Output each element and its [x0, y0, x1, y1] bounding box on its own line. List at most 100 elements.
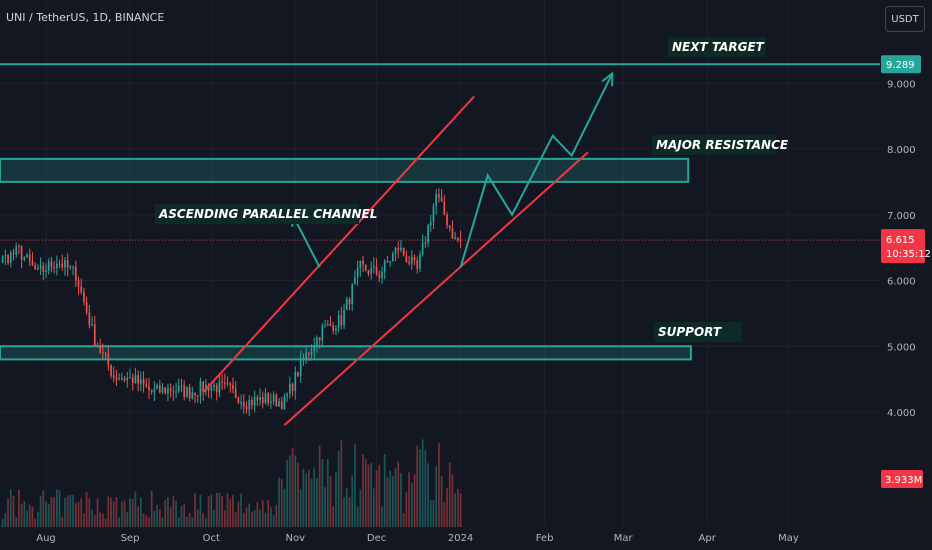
volume-bar — [389, 470, 391, 527]
candlestick — [294, 371, 297, 391]
volume-bar — [337, 450, 340, 527]
volume-badge — [881, 470, 923, 488]
volume-bar — [205, 518, 207, 527]
volume-bar — [326, 459, 329, 527]
candlestick — [245, 406, 248, 410]
volume-bar — [172, 495, 175, 527]
candlestick — [99, 346, 102, 353]
volume-bar — [191, 517, 194, 527]
candlestick — [348, 299, 351, 305]
volume-bar — [45, 501, 47, 527]
volume-bar — [383, 454, 386, 527]
volume-bar — [210, 494, 213, 527]
candlestick — [459, 239, 462, 241]
volume-bar — [240, 493, 242, 527]
next-target-label-group[interactable]: NEXT TARGET — [668, 37, 766, 57]
candlestick — [343, 309, 345, 326]
candlestick — [351, 284, 354, 305]
volume-bar — [416, 445, 419, 527]
currency-button[interactable]: USDT — [885, 6, 925, 32]
volume-bar — [378, 464, 381, 527]
volume-bar — [80, 498, 83, 527]
volume-bar — [397, 461, 400, 527]
volume-bar — [335, 472, 337, 527]
candlestick — [131, 377, 134, 383]
volume-bar — [229, 499, 232, 527]
target-price-label: 9.289 — [886, 60, 915, 71]
volume-bar — [215, 492, 218, 527]
volume-bar — [26, 510, 28, 527]
candlestick — [242, 402, 245, 407]
major-resistance-label-group[interactable]: MAJOR RESISTANCE — [652, 135, 789, 155]
candlestick — [435, 194, 438, 206]
volume-bar — [202, 512, 205, 527]
volume-bar — [115, 496, 118, 527]
volume-bar — [118, 517, 121, 527]
volume-bar — [364, 459, 367, 527]
candlestick — [74, 266, 77, 281]
candlestick — [37, 267, 39, 270]
volume-bar — [448, 462, 451, 527]
time-axis-background — [0, 527, 880, 550]
price-zones — [0, 63, 880, 361]
volume-bar — [297, 462, 299, 527]
candlestick — [31, 261, 34, 266]
candlestick — [45, 270, 47, 273]
candlestick — [307, 352, 310, 355]
candlestick — [123, 378, 126, 381]
candlestick — [261, 397, 264, 404]
candlestick — [302, 358, 305, 360]
time-tick: Mar — [614, 533, 634, 544]
candlestick — [424, 242, 427, 244]
drawings: NEXT TARGET MAJOR RESISTANCE ASCENDING PAR… — [0, 37, 880, 426]
candlestick — [354, 277, 356, 285]
candlestick — [104, 352, 107, 355]
candlestick — [58, 263, 61, 265]
ascending-channel-label-group[interactable]: ASCENDING PARALLEL CHANNEL — [155, 204, 377, 224]
volume-bar — [34, 518, 37, 527]
volume-bar — [150, 490, 153, 527]
candlestick — [240, 402, 242, 404]
candlestick — [77, 280, 80, 287]
volume-bar — [102, 513, 104, 527]
candlestick — [134, 375, 137, 383]
volume-bar — [324, 487, 326, 527]
candlestick — [335, 328, 337, 331]
channel-lower-line[interactable] — [283, 151, 589, 426]
candlestick — [85, 301, 88, 313]
candlestick — [278, 401, 280, 407]
support-label-group[interactable]: SUPPORT — [654, 322, 742, 342]
candlestick — [340, 315, 343, 326]
candlestick — [427, 225, 429, 243]
projection-path[interactable] — [459, 72, 614, 268]
volume-bar — [316, 477, 318, 527]
candlestick — [291, 383, 294, 391]
ascending-channel-label: ASCENDING PARALLEL CHANNEL — [158, 207, 377, 221]
candlestick — [416, 260, 419, 269]
candlestick — [188, 387, 191, 399]
volume-bar — [83, 513, 85, 527]
volume-bar — [291, 447, 294, 527]
volume-bar — [188, 512, 191, 527]
volume-bar — [313, 467, 316, 527]
volume-bar — [410, 483, 413, 527]
candlestick — [161, 387, 164, 393]
volume-bar — [158, 509, 161, 527]
volume-bar — [302, 468, 305, 527]
volume-bar — [386, 476, 389, 527]
volume-bar — [207, 496, 210, 527]
volume-bar — [61, 516, 64, 527]
volume-bar — [343, 497, 345, 527]
volume-bar — [321, 459, 324, 527]
volume-bar — [131, 499, 134, 527]
candlestick — [172, 391, 175, 393]
candlestick — [410, 257, 413, 264]
volume-bar — [64, 497, 66, 527]
volume-bar — [28, 504, 31, 527]
candlestick — [313, 346, 316, 351]
time-tick: 2024 — [448, 533, 473, 544]
channel-upper-line[interactable] — [202, 95, 475, 393]
ascending-channel-label-background — [155, 204, 359, 224]
volume-bar — [1, 518, 4, 527]
